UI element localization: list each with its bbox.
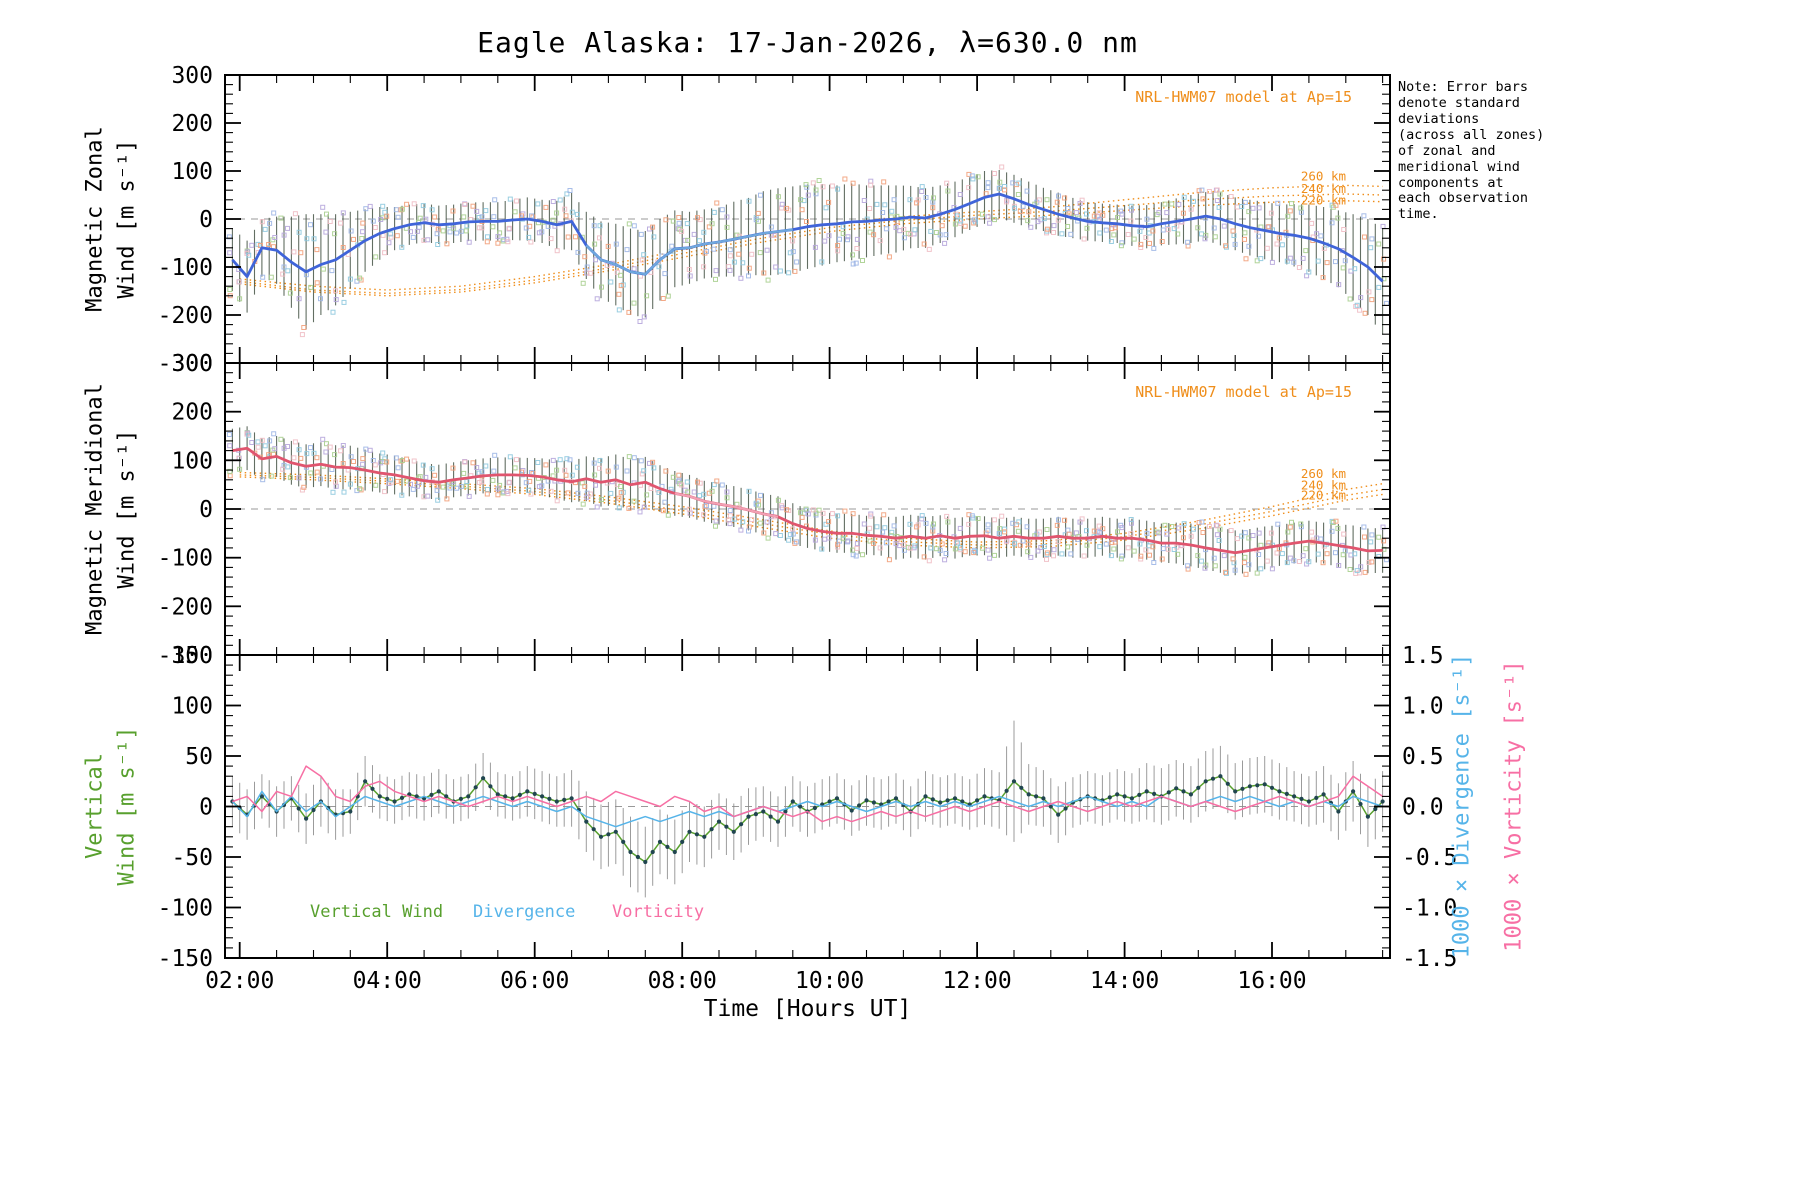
svg-text:-100: -100 (158, 546, 213, 572)
svg-text:0.0: 0.0 (1402, 795, 1444, 821)
svg-text:1.5: 1.5 (1402, 643, 1444, 669)
svg-text:12:00: 12:00 (942, 968, 1011, 994)
svg-text:220 km: 220 km (1301, 487, 1346, 502)
svg-text:0.5: 0.5 (1402, 744, 1444, 770)
svg-text:02:00: 02:00 (205, 968, 274, 994)
note-text: Note: Error bars denote standard deviati… (1398, 79, 1545, 223)
svg-text:1.0: 1.0 (1402, 694, 1444, 720)
svg-text:-200: -200 (158, 303, 213, 329)
svg-text:100: 100 (171, 694, 213, 720)
svg-text:06:00: 06:00 (500, 968, 569, 994)
zonal-axis-title-line1: Magnetic Zonal (82, 126, 108, 312)
legend-divergence: Divergence (473, 902, 576, 922)
svg-text:-50: -50 (171, 845, 213, 871)
svg-text:-150: -150 (158, 946, 213, 972)
svg-text:200: 200 (171, 400, 213, 426)
svg-text:-100: -100 (158, 896, 213, 922)
vertical-axis-title-line2: Wind [m s⁻¹] (114, 726, 140, 886)
svg-text:260 km: 260 km (1301, 169, 1346, 184)
svg-text:100: 100 (171, 448, 213, 474)
svg-text:100: 100 (171, 159, 213, 185)
svg-text:-1.0: -1.0 (1402, 896, 1457, 922)
svg-text:0: 0 (199, 207, 213, 233)
meridional-axis-title-line1: Magnetic Meridional (82, 383, 108, 635)
svg-text:300: 300 (171, 63, 213, 89)
meridional-axis-title-line2: Wind [m s⁻¹] (114, 429, 140, 589)
model-annotation-meridional: NRL-HWM07 model at Ap=15 (1135, 383, 1352, 401)
svg-text:50: 50 (185, 744, 213, 770)
svg-text:220 km: 220 km (1301, 193, 1346, 208)
svg-text:-100: -100 (158, 255, 213, 281)
svg-text:240 km: 240 km (1301, 181, 1346, 196)
svg-text:0: 0 (199, 497, 213, 523)
vorticity-axis-title: 1000 × Vorticity [s⁻¹] (1501, 660, 1527, 952)
svg-text:10:00: 10:00 (795, 968, 864, 994)
svg-text:04:00: 04:00 (353, 968, 422, 994)
svg-text:240 km: 240 km (1301, 478, 1346, 493)
svg-text:-200: -200 (158, 594, 213, 620)
page-title: Eagle Alaska: 17-Jan-2026, λ=630.0 nm (477, 26, 1138, 59)
svg-text:200: 200 (171, 111, 213, 137)
svg-text:-1.5: -1.5 (1402, 946, 1457, 972)
svg-text:-0.5: -0.5 (1402, 845, 1457, 871)
svg-text:-300: -300 (158, 643, 213, 669)
vertical-axis-title-line1: Vertical (82, 753, 108, 859)
svg-text:300: 300 (171, 351, 213, 377)
zonal-axis-title-line2: Wind [m s⁻¹] (114, 139, 140, 299)
svg-text:0: 0 (199, 795, 213, 821)
svg-text:16:00: 16:00 (1237, 968, 1306, 994)
svg-text:08:00: 08:00 (648, 968, 717, 994)
legend-vorticity: Vorticity (612, 902, 705, 922)
divergence-axis-title: 1000 × Divergence [s⁻¹] (1449, 653, 1475, 959)
svg-text:150: 150 (171, 643, 213, 669)
model-annotation-zonal: NRL-HWM07 model at Ap=15 (1135, 88, 1352, 106)
svg-text:260 km: 260 km (1301, 466, 1346, 481)
legend-vertical-wind: Vertical Wind (310, 902, 444, 922)
x-axis-title: Time [Hours UT] (703, 996, 912, 1022)
svg-text:14:00: 14:00 (1090, 968, 1159, 994)
svg-text:-300: -300 (158, 351, 213, 377)
